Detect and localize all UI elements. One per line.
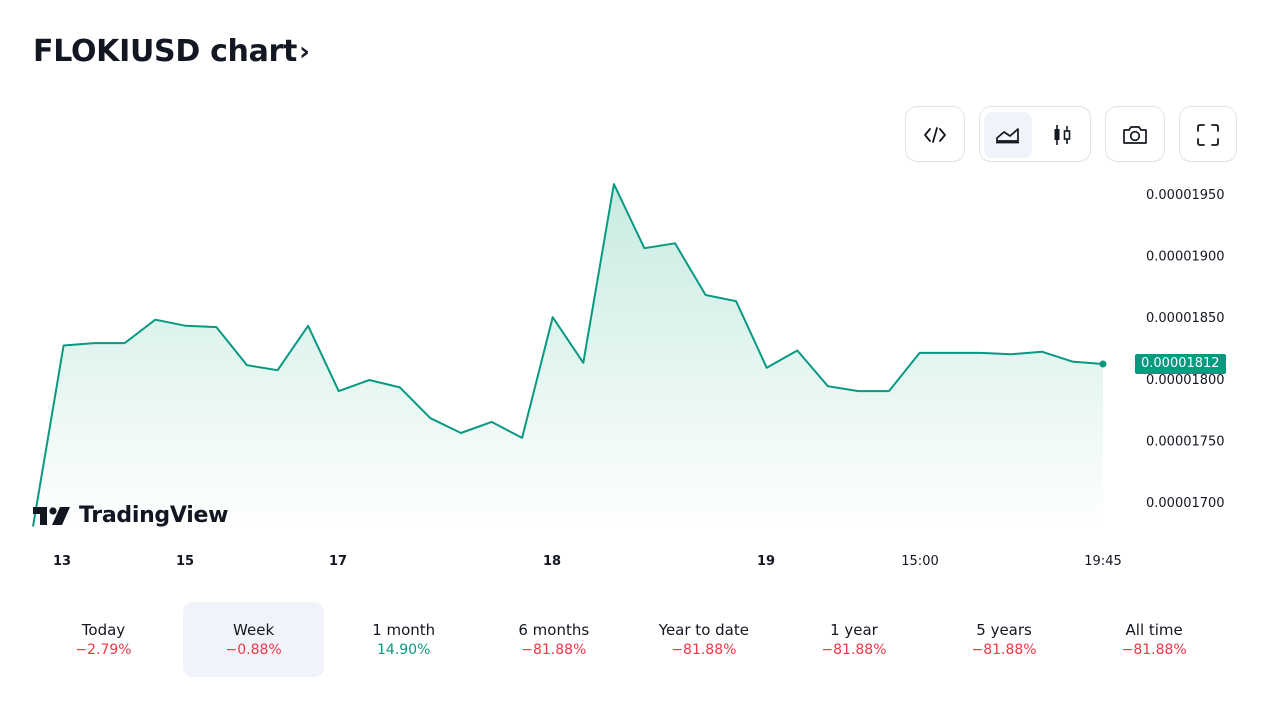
embed-button[interactable] [911, 112, 959, 158]
tradingview-logo-icon [33, 506, 70, 525]
period-change: −2.79% [75, 642, 132, 658]
period-year-to-date[interactable]: Year to date −81.88% [633, 602, 774, 677]
period-all-time[interactable]: All time −81.88% [1084, 602, 1225, 677]
period-change: −81.88% [821, 642, 887, 658]
period-today[interactable]: Today −2.79% [33, 602, 174, 677]
last-price-point [1099, 360, 1107, 368]
y-tick-label: 0.00001800 [1146, 373, 1225, 388]
x-tick-label: 17 [329, 554, 347, 569]
chart-type-group [979, 106, 1091, 162]
period-label: Year to date [658, 621, 749, 639]
x-tick-label: 15 [176, 554, 194, 569]
tradingview-logo-text: TradingView [79, 503, 229, 528]
y-tick-label: 0.00001900 [1146, 250, 1225, 265]
period-5-years[interactable]: 5 years −81.88% [934, 602, 1075, 677]
x-tick-label: 19 [757, 554, 775, 569]
fullscreen-group [1179, 106, 1237, 162]
snapshot-group [1105, 106, 1165, 162]
snapshot-button[interactable] [1111, 112, 1159, 158]
y-tick-label: 0.00001850 [1146, 311, 1225, 326]
period-label: 5 years [976, 621, 1032, 639]
period-label: 6 months [518, 621, 590, 639]
y-tick-label: 0.00001700 [1146, 496, 1225, 511]
period-change: −81.88% [521, 642, 587, 658]
period-6-months[interactable]: 6 months −81.88% [483, 602, 624, 677]
embed-group [905, 106, 965, 162]
last-price-label: 0.00001812 [1135, 354, 1226, 374]
period-label: All time [1125, 621, 1183, 639]
period-change: −81.88% [971, 642, 1037, 658]
period-change: −81.88% [1121, 642, 1187, 658]
price-line [32, 183, 1104, 527]
camera-icon [1123, 126, 1147, 144]
x-tick-label: 18 [543, 554, 561, 569]
x-axis: 13 15 17 18 19 15:00 19:45 [53, 554, 1122, 569]
area-chart-icon [996, 128, 1019, 144]
candlestick-chart-button[interactable] [1038, 112, 1086, 158]
period-1-year[interactable]: 1 year −81.88% [783, 602, 924, 677]
period-label: 1 month [372, 621, 436, 639]
period-change: −81.88% [671, 642, 737, 658]
area-fill [33, 184, 1103, 533]
price-chart[interactable]: 0.00001950 0.00001900 0.00001850 0.00001800… [0, 170, 1280, 580]
y-axis: 0.00001950 0.00001900 0.00001850 0.00001800… [1146, 188, 1225, 511]
tradingview-logo[interactable]: TradingView [33, 503, 228, 528]
chart-title-link[interactable]: FLOKIUSD chart › [33, 34, 310, 69]
fullscreen-icon [1197, 124, 1219, 146]
area-chart-button[interactable] [984, 112, 1032, 158]
page-title: FLOKIUSD chart [33, 34, 298, 69]
x-tick-label: 13 [53, 554, 71, 569]
x-tick-label: 15:00 [901, 554, 938, 569]
fullscreen-button[interactable] [1184, 112, 1232, 158]
period-1-month[interactable]: 1 month 14.90% [333, 602, 474, 677]
x-tick-label: 19:45 [1084, 554, 1121, 569]
period-change: −0.88% [225, 642, 282, 658]
period-label: Today [81, 621, 126, 639]
period-week[interactable]: Week −0.88% [183, 602, 325, 677]
y-tick-label: 0.00001950 [1146, 188, 1225, 203]
y-tick-label: 0.00001750 [1146, 434, 1225, 449]
chevron-right-icon: › [299, 36, 310, 67]
period-selector: Today −2.79% Week −0.88% 1 month 14.90% … [33, 602, 1245, 677]
candlestick-chart-icon [1054, 125, 1071, 145]
period-label: 1 year [830, 621, 878, 639]
period-change: 14.90% [376, 642, 431, 658]
embed-code-icon [924, 127, 946, 143]
period-label: Week [233, 621, 275, 639]
